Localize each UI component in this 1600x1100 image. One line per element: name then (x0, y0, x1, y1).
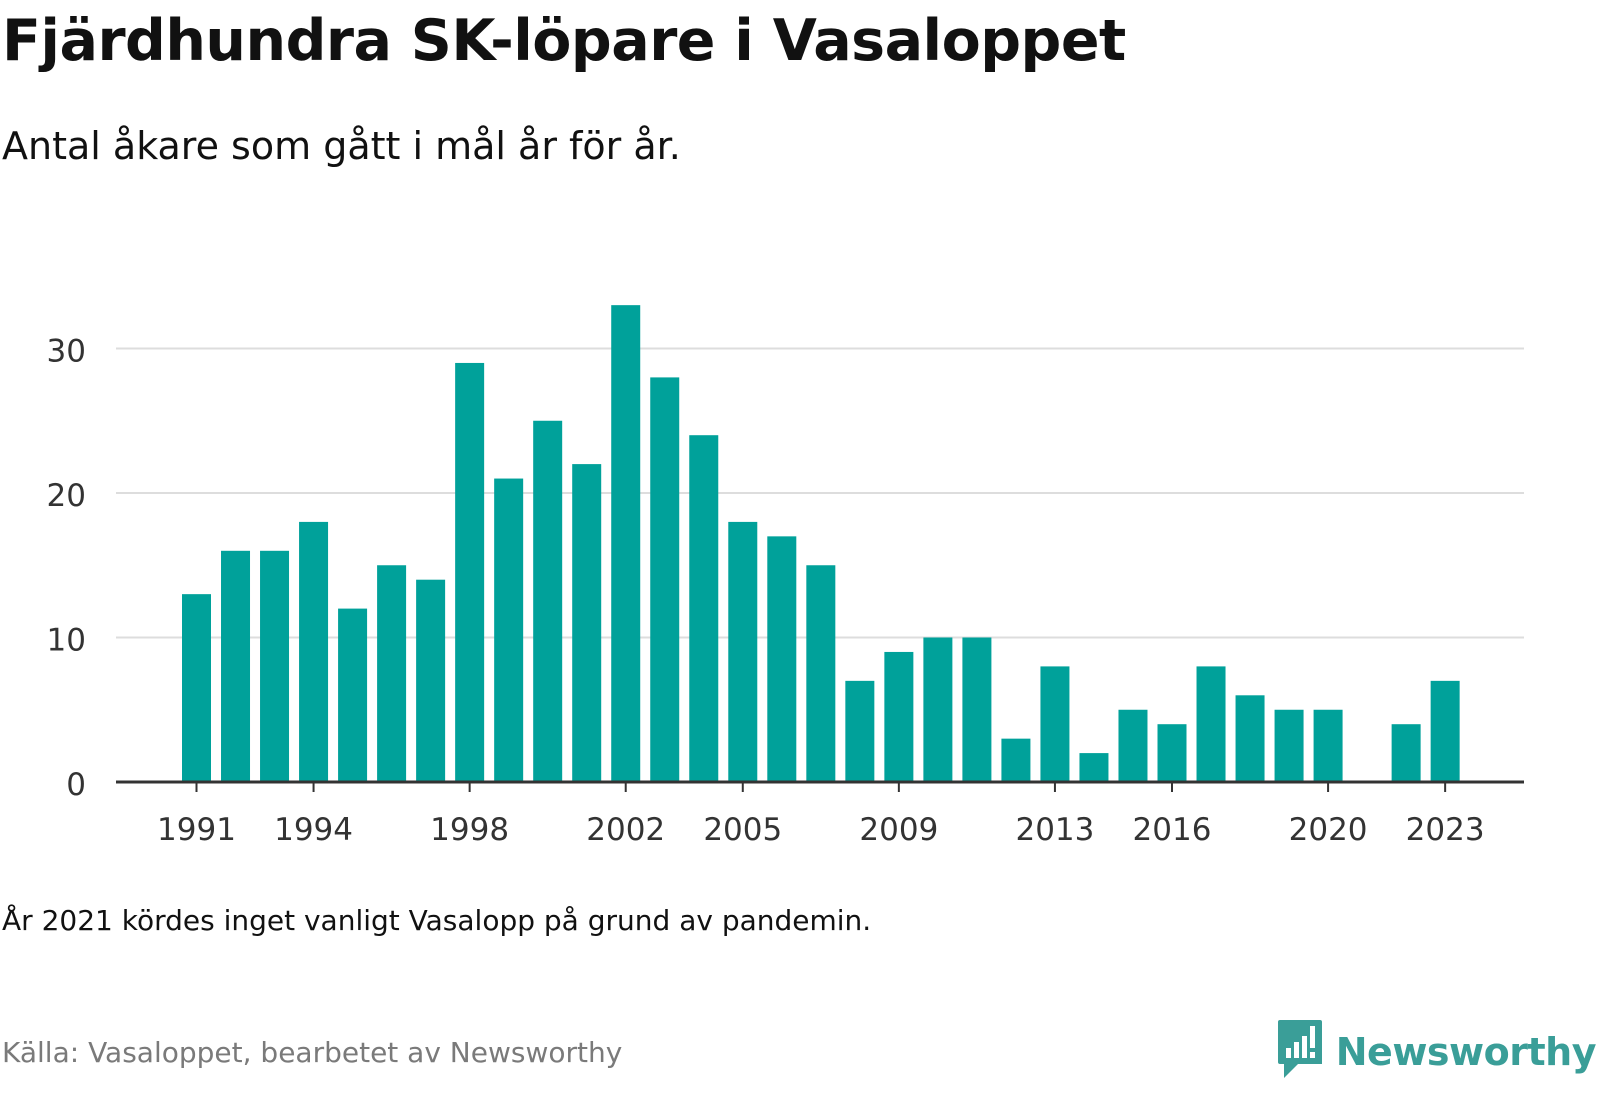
bar-2017 (1196, 666, 1226, 782)
bar-2003 (650, 377, 680, 782)
y-tick-label-30: 30 (47, 334, 86, 370)
bar-1995 (338, 608, 368, 782)
bar-1993 (260, 550, 290, 782)
bar-2020 (1313, 709, 1343, 782)
bar-2023 (1430, 680, 1460, 782)
x-tick-label-2013: 2013 (1015, 812, 1094, 848)
bar-2011 (962, 637, 992, 782)
bar-1999 (494, 478, 524, 782)
x-tick-label-1994: 1994 (274, 812, 353, 848)
bar-1992 (221, 550, 251, 782)
chart-subtitle: Antal åkare som gått i mål år för år. (2, 124, 681, 168)
newsworthy-brand: Newsworthy (1276, 1016, 1597, 1088)
y-tick-label-10: 10 (47, 623, 86, 659)
bar-2007 (806, 565, 836, 782)
bar-2002 (611, 305, 641, 782)
x-tick-label-1991: 1991 (157, 812, 236, 848)
bar-2014 (1079, 753, 1109, 782)
source-credit: Källa: Vasaloppet, bearbetet av Newswort… (2, 1036, 623, 1069)
bar-2009 (884, 651, 914, 782)
bar-chart: 0 10 20 30 1991 1994 1998 2002 2005 2009 2013 2016… (47, 305, 1524, 848)
bar-2013 (1040, 666, 1070, 782)
bar-2005 (728, 521, 758, 782)
bar-2008 (845, 680, 875, 782)
newsworthy-logo-icon (1276, 1018, 1324, 1086)
bar-2022 (1391, 724, 1421, 782)
x-tick-label-2005: 2005 (703, 812, 782, 848)
bar-1991 (182, 594, 211, 782)
bar-2018 (1235, 695, 1265, 782)
bar-2016 (1157, 724, 1187, 782)
y-tick-label-0: 0 (66, 767, 86, 803)
brand-name: Newsworthy (1335, 1030, 1597, 1074)
bar-2015 (1118, 709, 1148, 782)
x-axis-ticks: 1991 1994 1998 2002 2005 2009 2013 2016 2020 2023 (157, 782, 1485, 848)
bar-2019 (1274, 709, 1304, 782)
x-tick-label-2002: 2002 (586, 812, 665, 848)
x-tick-label-2023: 2023 (1406, 812, 1485, 848)
bar-2001 (572, 464, 602, 782)
chart-title: Fjärdhundra SK-löpare i Vasaloppet (2, 8, 1126, 74)
x-tick-label-2020: 2020 (1289, 812, 1368, 848)
bar-1998 (455, 362, 485, 782)
bar-1994 (299, 521, 329, 782)
y-axis-ticks: 0 10 20 30 (47, 334, 86, 804)
x-tick-label-2016: 2016 (1133, 812, 1212, 848)
bar-2006 (767, 536, 797, 782)
bar-1997 (416, 579, 446, 782)
bar-2012 (1001, 738, 1031, 782)
x-tick-label-2009: 2009 (859, 812, 938, 848)
bar-2010 (923, 637, 953, 782)
bar-2000 (533, 420, 563, 782)
chart-note: År 2021 kördes inget vanligt Vasalopp på… (2, 904, 872, 937)
bar-1996 (377, 565, 407, 782)
bars (182, 305, 1460, 782)
y-tick-label-20: 20 (47, 478, 86, 514)
x-tick-label-1998: 1998 (430, 812, 509, 848)
bar-2004 (689, 435, 719, 782)
